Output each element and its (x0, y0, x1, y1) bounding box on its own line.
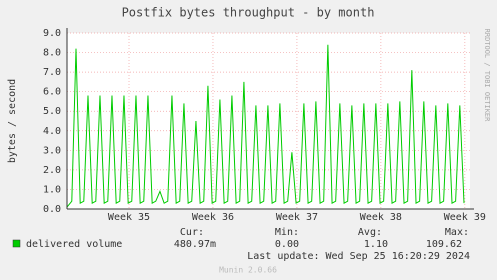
stat-header: Max: (445, 227, 469, 238)
data-line (66, 44, 465, 208)
legend-label: delivered volume (26, 239, 122, 250)
y-tick-label: 6.0 (43, 87, 61, 98)
x-tick-label: Week 36 (192, 212, 234, 223)
y-tick-label: 1.0 (43, 184, 61, 195)
side-label: RRDTOOL / TOBI OETIKER (483, 29, 491, 123)
stat-header: Cur: (180, 227, 204, 238)
y-tick-label: 0.0 (43, 204, 61, 215)
y-axis-label: bytes / second (7, 79, 18, 163)
x-tick-label: Week 38 (360, 212, 402, 223)
y-tick-label: 9.0 (43, 28, 61, 39)
footer: Munin 2.0.66 (219, 266, 277, 275)
y-tick-label: 8.0 (43, 48, 61, 59)
stat-value: 1.10 (364, 239, 388, 250)
y-tick-label: 3.0 (43, 145, 61, 156)
y-tick-label: 7.0 (43, 67, 61, 78)
stat-value: 0.00 (275, 239, 299, 250)
stat-header: Avg: (358, 227, 382, 238)
stat-value: 109.62 (426, 239, 462, 250)
y-tick-label: 2.0 (43, 165, 61, 176)
y-tick-label: 4.0 (43, 126, 61, 137)
y-tick-label: 5.0 (43, 106, 61, 117)
legend-swatch (12, 239, 21, 248)
x-tick-label: Week 37 (276, 212, 318, 223)
x-tick-label: Week 39 (444, 212, 486, 223)
last-update: Last update: Wed Sep 25 16:20:29 2024 (247, 251, 470, 262)
chart-title: Postfix bytes throughput - by month (122, 6, 375, 20)
stat-value: 480.97m (174, 239, 216, 250)
stat-header: Min: (275, 227, 299, 238)
x-tick-label: Week 35 (108, 212, 150, 223)
